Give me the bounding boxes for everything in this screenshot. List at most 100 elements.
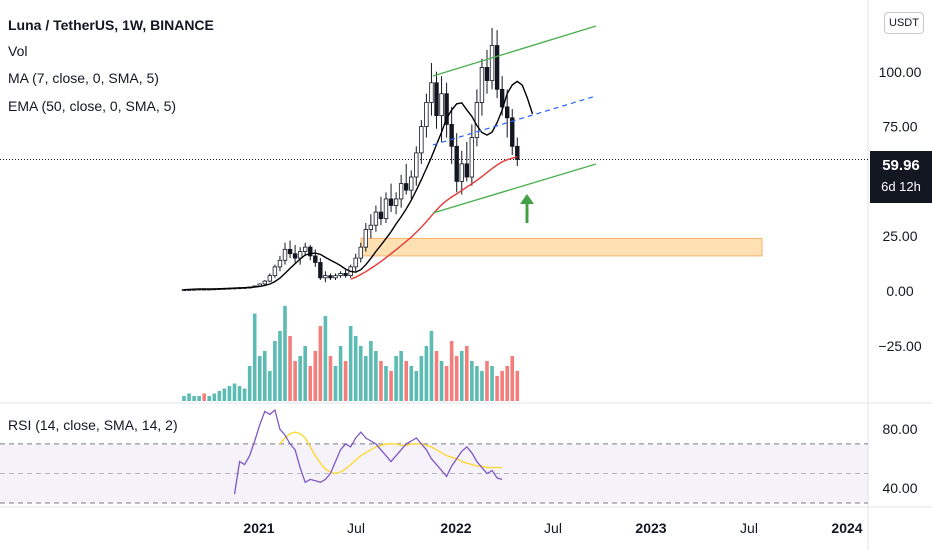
- candle-body: [262, 280, 267, 285]
- volume-bar: [454, 356, 459, 401]
- volume-bar: [348, 326, 353, 401]
- candle-body: [409, 176, 414, 191]
- rsi-signal-line: [279, 431, 503, 475]
- candle-body: [287, 248, 293, 255]
- volume-bar: [419, 356, 424, 401]
- candle-body: [515, 145, 520, 160]
- volume-bar: [293, 361, 297, 401]
- up-arrow-head: [520, 194, 534, 204]
- volume-bar: [353, 336, 358, 401]
- volume-bar: [313, 351, 318, 401]
- price-tick-label: 75.00: [882, 119, 917, 135]
- volume-bar: [379, 361, 383, 401]
- volume-bar: [364, 356, 368, 401]
- volume-bar: [308, 366, 313, 401]
- candle-body: [282, 248, 288, 261]
- volume-bar: [333, 366, 338, 401]
- time-tick-label: 2024: [831, 520, 862, 536]
- candle-body: [459, 163, 464, 182]
- bar-countdown: 6d 12h: [881, 179, 921, 194]
- time-tick-label: Jul: [347, 520, 365, 536]
- candle-body: [272, 266, 278, 277]
- volume-bar: [409, 366, 414, 401]
- candle-body: [510, 117, 515, 147]
- volume-bar: [242, 388, 247, 401]
- time-tick-label: 2023: [635, 520, 666, 536]
- candle-body: [373, 211, 379, 226]
- candle-body: [469, 137, 475, 178]
- volume-bar: [283, 306, 287, 401]
- candle-body: [358, 246, 363, 259]
- volume-bar: [515, 371, 520, 401]
- legend-rsi: RSI (14, close, SMA, 14, 2): [8, 417, 178, 433]
- volume-bar: [490, 366, 494, 401]
- volume-bar: [257, 356, 262, 401]
- candle-body: [419, 126, 424, 154]
- volume-bar: [202, 393, 206, 401]
- volume-bar: [273, 341, 277, 401]
- volume-bar: [505, 366, 509, 401]
- legend-volume: Vol: [8, 43, 28, 59]
- volume-bar: [227, 386, 232, 401]
- volume-bar: [485, 361, 489, 401]
- candle-body: [398, 183, 404, 200]
- candle-body: [393, 198, 399, 206]
- volume-bar: [192, 396, 196, 401]
- candle-body: [267, 275, 273, 282]
- volume-bar: [449, 341, 454, 401]
- channel-upper-line: [432, 25, 597, 77]
- volume-bar: [414, 371, 419, 401]
- volume-bar: [394, 356, 398, 401]
- volume-bar: [429, 331, 434, 401]
- candle-body: [439, 93, 444, 117]
- candle-body: [308, 246, 313, 257]
- volume-bar: [459, 351, 464, 401]
- up-arrow-icon: [520, 194, 534, 223]
- candle-body: [378, 211, 384, 220]
- volume-bar: [470, 361, 474, 401]
- candle-body: [434, 82, 439, 117]
- volume-bar: [328, 356, 333, 401]
- candle-body: [454, 145, 459, 182]
- rsi-line: [233, 408, 503, 495]
- candle-body: [363, 229, 368, 248]
- candle-body: [383, 198, 389, 220]
- volume-bar: [369, 341, 373, 401]
- legend-ema: EMA (50, close, 0, SMA, 5): [8, 98, 177, 114]
- candle-body: [484, 67, 490, 81]
- volume-bar: [495, 376, 499, 401]
- volume-bar: [268, 371, 272, 401]
- price-tick-label: 100.00: [879, 64, 922, 80]
- candle-body: [429, 82, 434, 103]
- channel-median-line: [432, 95, 597, 146]
- candle-body: [403, 183, 409, 191]
- volume-bar: [182, 396, 186, 401]
- volume-bar: [439, 361, 444, 401]
- volume-bar: [374, 351, 378, 401]
- volume-bar: [480, 371, 484, 401]
- candle-body: [464, 163, 469, 178]
- candle-body: [353, 257, 358, 268]
- candle-body: [318, 262, 323, 279]
- chart-title: Luna / TetherUS, 1W, BINANCE: [8, 17, 214, 33]
- volume-bar: [278, 331, 282, 401]
- support-zone: [360, 237, 763, 257]
- volume-bar: [465, 346, 469, 401]
- volume-bar: [197, 396, 201, 401]
- volume-bar: [263, 351, 267, 401]
- candle-body: [302, 246, 308, 252]
- candle-body: [474, 102, 480, 138]
- volume-bar: [247, 366, 252, 401]
- volume-bar: [323, 316, 328, 401]
- volume-bar: [187, 393, 191, 401]
- volume-bar: [318, 326, 323, 401]
- currency-button[interactable]: USDT: [884, 12, 924, 34]
- candle-body: [444, 93, 449, 125]
- candle-body: [328, 275, 333, 279]
- volume-bar: [510, 356, 515, 401]
- time-tick-label: Jul: [740, 520, 758, 536]
- candle-body: [499, 88, 505, 108]
- candle-body: [338, 273, 343, 277]
- price-tick-label: −25.00: [878, 338, 921, 354]
